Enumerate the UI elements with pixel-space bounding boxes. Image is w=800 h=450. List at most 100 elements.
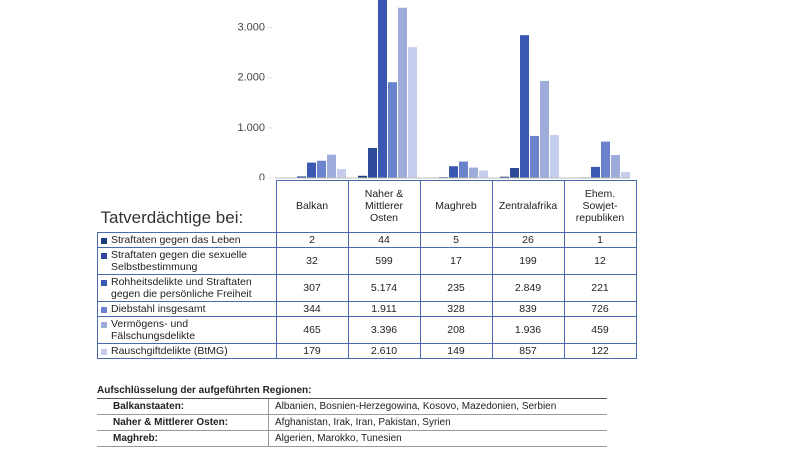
chart: 0 1.000 2.000 3.000 (237, 0, 630, 180)
table-row: Rohheitsdelikte und Straftaten gegen die… (97, 273, 637, 302)
legend-swatch (101, 348, 107, 355)
bar (378, 0, 387, 179)
bar (307, 162, 316, 178)
bar (601, 141, 610, 178)
plot-area (287, 0, 630, 179)
series-name: Rauschgiftdelikte (BtMG) (111, 344, 228, 357)
legend-swatch (101, 237, 107, 244)
category-label: Maghreb (419, 180, 493, 233)
legend-swatch (101, 306, 107, 313)
y-tick-label: 1.000 (237, 122, 265, 134)
table-row: Straftaten gegen die sexuelle Selbstbest… (97, 246, 637, 275)
bar (449, 166, 458, 178)
bar (469, 167, 478, 178)
value-cell: 5 (419, 231, 493, 248)
legend-swatch (101, 321, 107, 328)
value-cell: 1.936 (491, 315, 565, 344)
bar (500, 176, 509, 178)
regions-title: Aufschlüsselung der aufgeführten Regione… (97, 383, 607, 399)
table-row: Straftaten gegen das Leben 2 44 5 26 1 (97, 231, 637, 248)
legend-swatch (101, 279, 107, 286)
category-label: Ehem. Sowjet-republiken (563, 180, 637, 233)
table-row: Vermögens- und Fälschungsdelikte 465 3.396… (97, 315, 637, 344)
bar (520, 35, 529, 179)
value-cell: 726 (563, 300, 637, 317)
y-tick-label: 3.000 (237, 21, 265, 33)
region-name: Naher & Mittlerer Osten: (97, 415, 269, 430)
category-label: Zentralafrika (491, 180, 565, 233)
bar (368, 147, 377, 178)
bar (408, 47, 417, 179)
value-cell: 149 (419, 342, 493, 359)
region-name: Balkanstaaten: (97, 399, 269, 414)
series-name: Straftaten gegen das Leben (111, 233, 241, 246)
bar (358, 175, 367, 178)
region-countries: Albanien, Bosnien-Herzegowina, Kosovo, M… (275, 401, 557, 412)
bar (611, 154, 620, 178)
bar (591, 166, 600, 178)
y-tick-label: 2.000 (237, 72, 265, 84)
series-label: Diebstahl insgesamt (97, 300, 277, 317)
value-cell: 3.396 (347, 315, 421, 344)
bar (479, 170, 488, 178)
header-row: Tatverdächtige bei: Balkan Naher & Mittler… (97, 180, 637, 233)
series-name: Vermögens- und Fälschungsdelikte (111, 317, 196, 342)
series-name: Straftaten gegen die sexuelle Selbstbest… (111, 248, 248, 273)
bar (621, 171, 630, 178)
series-name: Rohheitsdelikte und Straftaten gegen die… (111, 275, 252, 300)
region-countries: Algerien, Marokko, Tunesien (275, 433, 402, 444)
region-name: Maghreb: (97, 431, 269, 446)
bar (317, 160, 326, 178)
series-label: Rauschgiftdelikte (BtMG) (97, 342, 277, 359)
value-cell: 2 (275, 231, 349, 248)
category-label: Naher & Mittlerer Osten (347, 180, 421, 233)
bar (550, 135, 559, 178)
value-cell: 344 (275, 300, 349, 317)
regions: Aufschlüsselung der aufgeführten Regione… (97, 383, 607, 447)
value-cell: 857 (491, 342, 565, 359)
value-cell: 208 (419, 315, 493, 344)
value-cell: 26 (491, 231, 565, 248)
series-label: Vermögens- und Fälschungsdelikte (97, 315, 277, 344)
series-label: Straftaten gegen das Leben (97, 231, 277, 248)
bar (459, 161, 468, 178)
table-row: Rauschgiftdelikte (BtMG) 179 2.610 149 857 12… (97, 342, 637, 359)
bar (540, 80, 549, 178)
region-countries: Afghanistan, Irak, Iran, Pakistan, Syrie… (275, 417, 451, 428)
bar (398, 7, 407, 178)
y-tick-label: 0 (259, 172, 265, 180)
value-cell: 465 (275, 315, 349, 344)
value-cell: 122 (563, 342, 637, 359)
value-cell: 1.911 (347, 300, 421, 317)
region-row: Maghreb: Algerien, Marokko, Tunesien (97, 431, 607, 447)
value-cell: 179 (275, 342, 349, 359)
series-name: Diebstahl insgesamt (111, 302, 206, 315)
data-table: Tatverdächtige bei: Balkan Naher & Mittler… (97, 180, 637, 359)
bar (337, 169, 346, 178)
value-cell: 199 (491, 246, 565, 275)
value-cell: 599 (347, 246, 421, 275)
value-cell: 2.849 (491, 273, 565, 302)
region-row: Balkanstaaten: Albanien, Bosnien-Herzegow… (97, 399, 607, 415)
value-cell: 459 (563, 315, 637, 344)
value-cell: 307 (275, 273, 349, 302)
category-label: Balkan (275, 180, 349, 233)
bar (530, 135, 539, 178)
bar (297, 176, 306, 178)
value-cell: 839 (491, 300, 565, 317)
row-header: Tatverdächtige bei: (97, 180, 277, 232)
value-cell: 12 (563, 246, 637, 275)
region-row: Naher & Mittlerer Osten: Afghanistan, Ira… (97, 415, 607, 431)
legend-swatch (101, 252, 107, 259)
value-cell: 1 (563, 231, 637, 248)
table-row: Diebstahl insgesamt 344 1.911 328 839 726 (97, 300, 637, 317)
bar (388, 82, 397, 178)
value-cell: 2.610 (347, 342, 421, 359)
value-cell: 17 (419, 246, 493, 275)
value-cell: 5.174 (347, 273, 421, 302)
series-label: Straftaten gegen die sexuelle Selbstbest… (97, 246, 277, 275)
value-cell: 328 (419, 300, 493, 317)
value-cell: 32 (275, 246, 349, 275)
series-label: Rohheitsdelikte und Straftaten gegen die… (97, 273, 277, 302)
